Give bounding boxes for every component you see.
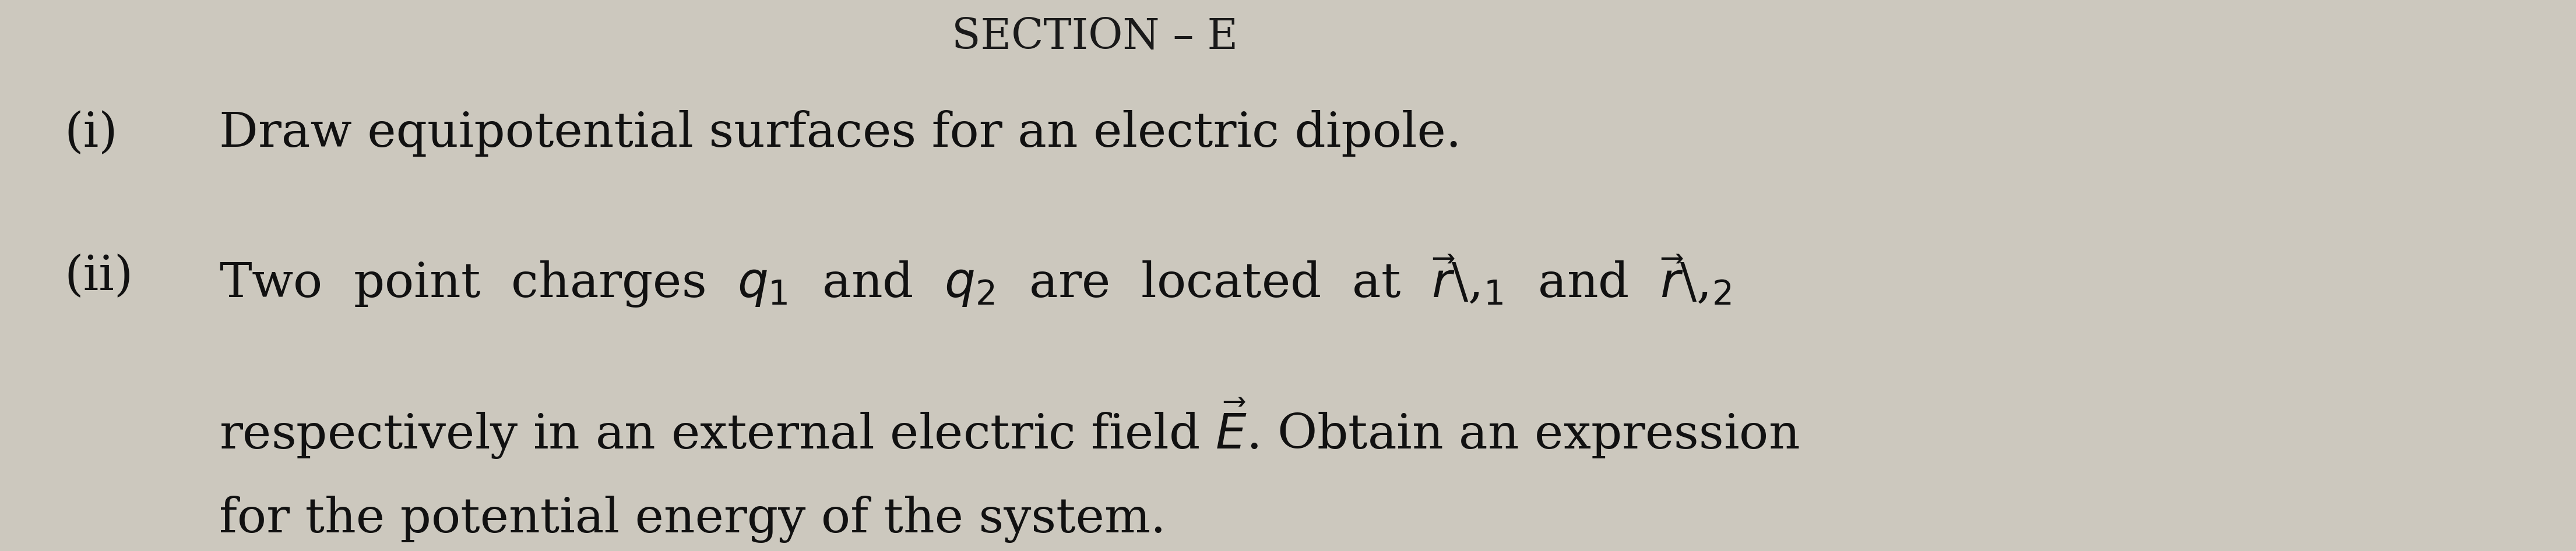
- Text: for the potential energy of the system.: for the potential energy of the system.: [219, 496, 1167, 543]
- Text: Two  point  charges  $q_1$  and  $q_2$  are  located  at  $\vec{r}$\,$_1$  and  : Two point charges $q_1$ and $q_2$ are lo…: [219, 253, 1731, 310]
- Text: (i): (i): [64, 110, 118, 157]
- Text: (ii): (ii): [64, 253, 134, 300]
- Text: Draw equipotential surfaces for an electric dipole.: Draw equipotential surfaces for an elect…: [219, 110, 1461, 157]
- Text: SECTION – E: SECTION – E: [951, 17, 1239, 58]
- Text: respectively in an external electric field $\vec{E}$. Obtain an expression: respectively in an external electric fie…: [219, 397, 1798, 461]
